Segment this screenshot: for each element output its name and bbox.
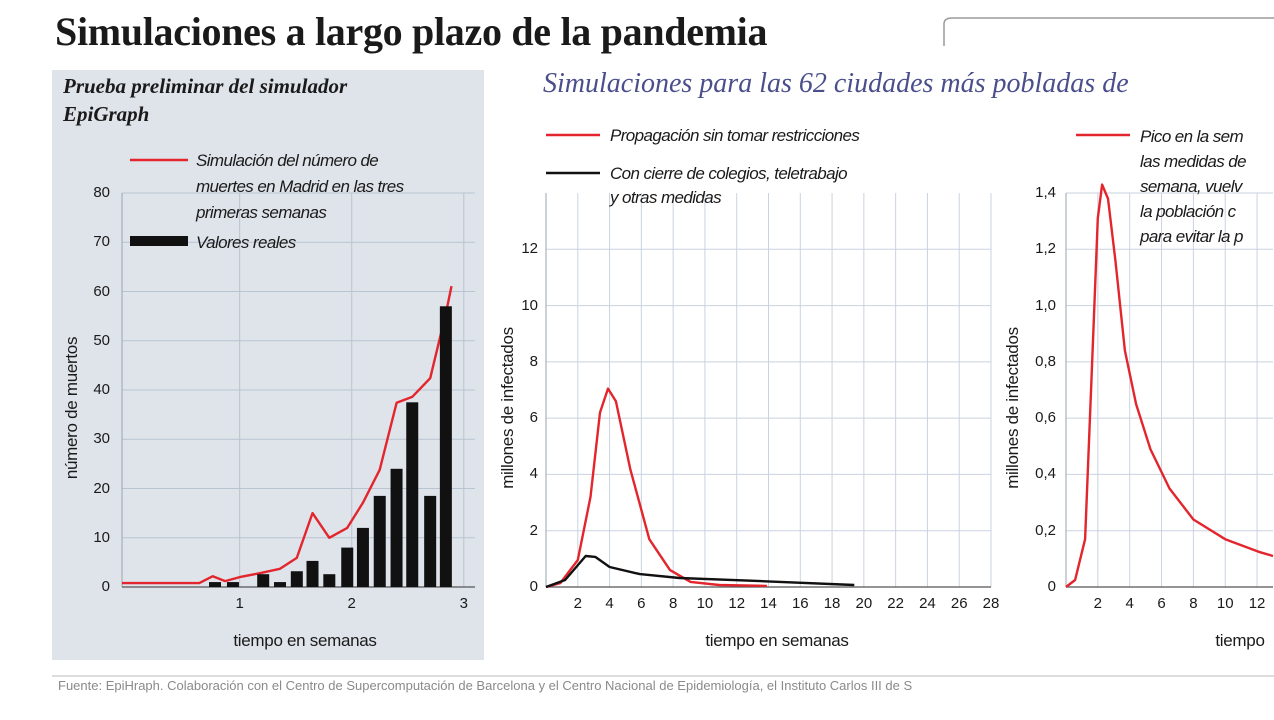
y-tick-label: 2 — [529, 521, 538, 539]
x-tick-label: 6 — [637, 595, 646, 612]
y-tick-label: 0,6 — [1035, 409, 1056, 427]
x-tick-label: 26 — [950, 595, 968, 612]
bar — [257, 574, 270, 587]
legend-label: Con cierre de colegios, teletrabajo y ot… — [610, 164, 848, 207]
x-tick-label: 28 — [982, 595, 1000, 612]
source: Fuente: EpiHraph. Colaboración con el Ce… — [58, 678, 913, 693]
bar — [424, 495, 437, 587]
x-tick-label: 16 — [791, 595, 809, 612]
x-axis-title: tiempo — [1215, 631, 1265, 650]
x-tick-label: 18 — [823, 595, 841, 612]
y-tick-label: 1,0 — [1035, 296, 1056, 314]
line — [545, 387, 767, 589]
bar — [406, 402, 419, 587]
y-tick-label: 4 — [529, 465, 538, 483]
x-tick-label: 2 — [1093, 595, 1103, 612]
x-tick-label: 12 — [728, 595, 746, 612]
y-tick-label: 30 — [93, 430, 110, 448]
bar — [290, 571, 303, 587]
line — [1065, 183, 1274, 588]
bar — [306, 560, 319, 587]
bar — [341, 547, 354, 587]
x-tick-label: 4 — [605, 595, 614, 612]
bar — [226, 582, 239, 587]
x-tick-label: 12 — [1248, 595, 1266, 612]
y-tick-label: 0,4 — [1035, 465, 1056, 483]
y-tick-label: 70 — [93, 233, 110, 251]
x-tick-label: 2 — [347, 595, 356, 612]
x-tick-label: 8 — [668, 595, 678, 612]
y-tick-label: 50 — [93, 331, 110, 349]
line — [545, 554, 855, 589]
bar — [390, 468, 403, 587]
y-tick-label: 1,2 — [1035, 240, 1056, 258]
y-tick-label: 1,4 — [1035, 184, 1056, 201]
y-tick-label: 10 — [521, 296, 538, 314]
y-tick-label: 20 — [93, 479, 110, 497]
y-axis-title: millones de infectados — [1003, 327, 1022, 489]
y-tick-label: 40 — [93, 381, 110, 398]
line — [122, 285, 453, 585]
x-tick-label: 10 — [1216, 595, 1234, 612]
x-tick-label: 14 — [760, 595, 777, 612]
decorative-frame — [943, 17, 1274, 46]
legend-label: Propagación sin tomar restricciones — [610, 126, 860, 145]
x-axis-title: tiempo en semanas — [233, 631, 377, 650]
legend-label: Pico en la sem las medidas de semana, vu… — [1140, 127, 1247, 246]
x-tick-label: 2 — [573, 595, 582, 612]
y-tick-label: 0 — [1047, 578, 1056, 595]
y-tick-label: 60 — [93, 282, 110, 300]
y-tick-label: 0 — [101, 578, 110, 595]
y-axis-title: número de muertos — [62, 336, 81, 480]
y-tick-label: 10 — [93, 528, 110, 546]
y-tick-label: 6 — [529, 409, 538, 427]
x-tick-label: 3 — [459, 595, 468, 612]
y-tick-label: 80 — [93, 184, 110, 201]
subtitle: Simulaciones para las 62 ciudades más po… — [543, 68, 1129, 99]
y-axis-title: millones de infectados — [498, 327, 517, 489]
bar — [274, 582, 287, 587]
legend-label: Simulación del número de muertes en Madr… — [196, 151, 404, 222]
x-tick-label: 1 — [235, 595, 244, 612]
x-axis-title: tiempo en semanas — [705, 631, 849, 650]
x-tick-label: 6 — [1157, 595, 1166, 612]
x-tick-label: 24 — [919, 595, 936, 612]
page-title: Simulaciones a largo plazo de la pandemi… — [55, 9, 768, 54]
legend-label: Valores reales — [196, 233, 296, 252]
chart-title: Prueba preliminar del simulador EpiGraph — [63, 74, 348, 126]
y-tick-label: 0,2 — [1035, 521, 1056, 539]
x-tick-label: 4 — [1125, 595, 1134, 612]
x-tick-label: 22 — [887, 595, 904, 612]
bar — [373, 495, 386, 587]
bar — [323, 574, 336, 587]
x-tick-label: 8 — [1189, 595, 1198, 612]
bar — [209, 582, 222, 587]
y-tick-label: 12 — [521, 240, 538, 258]
x-tick-label: 10 — [696, 595, 714, 612]
legend-swatch — [130, 236, 188, 246]
y-tick-label: 0,8 — [1035, 352, 1056, 370]
bar — [439, 306, 452, 587]
bar — [356, 527, 369, 587]
y-tick-label: 8 — [529, 352, 538, 370]
x-tick-label: 20 — [855, 595, 873, 612]
y-tick-label: 0 — [529, 578, 538, 595]
